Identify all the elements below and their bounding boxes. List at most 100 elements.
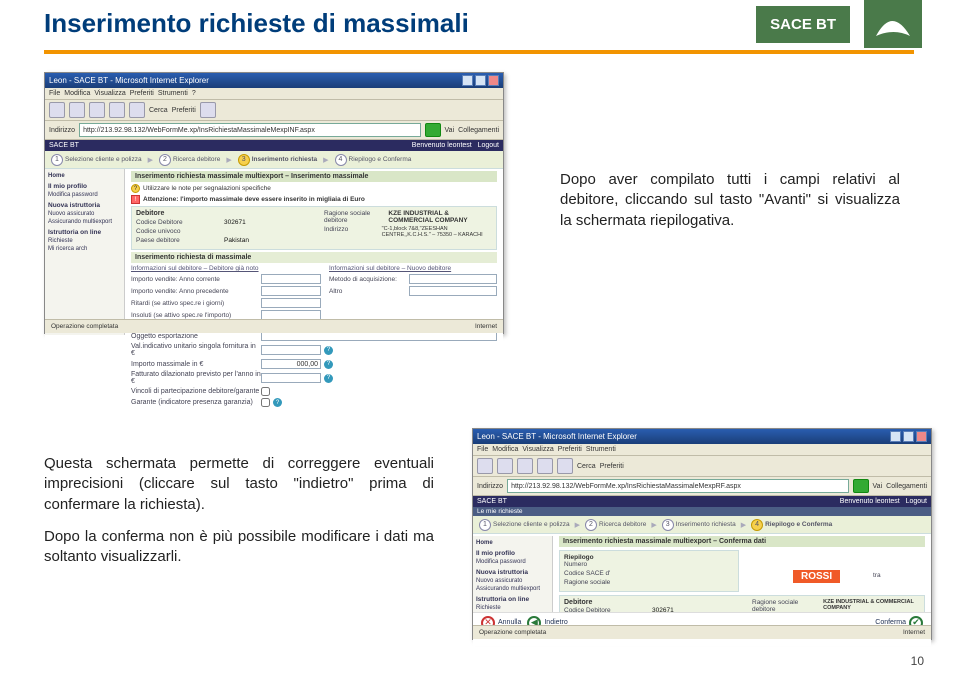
menu2-file[interactable]: File bbox=[477, 446, 488, 453]
menu2-fav[interactable]: Preferiti bbox=[558, 446, 582, 453]
back-button[interactable] bbox=[49, 102, 65, 118]
status-net-2: Internet bbox=[903, 629, 925, 636]
indir-v: "C-1,block 7&8,"ZEESHAN CENTRE,,K.C.H.S.… bbox=[382, 226, 492, 238]
close-button-2[interactable] bbox=[916, 431, 927, 442]
side2-new-h: Nuova istruttoria bbox=[476, 569, 549, 576]
c2-1-input[interactable] bbox=[409, 274, 497, 284]
stop-button[interactable] bbox=[89, 102, 105, 118]
ragsoc-v: KZE INDUSTRIAL & COMMERCIAL COMPANY bbox=[388, 210, 492, 224]
back-button-2[interactable] bbox=[477, 458, 493, 474]
max-button-2[interactable] bbox=[903, 431, 914, 442]
home-button-2[interactable] bbox=[557, 458, 573, 474]
riep-h: Riepilogo bbox=[564, 554, 734, 561]
step-3: Inserimento richiesta bbox=[252, 156, 317, 163]
side2-profile-h: Il mio profilo bbox=[476, 550, 549, 557]
side-line-1[interactable]: Richieste bbox=[48, 238, 121, 244]
menu-tools[interactable]: Strumenti bbox=[158, 90, 188, 97]
side2-line-1[interactable]: Richieste bbox=[476, 605, 549, 611]
links-label[interactable]: Collegamenti bbox=[458, 127, 499, 134]
d2-input[interactable] bbox=[261, 345, 321, 355]
riep-num: Numero bbox=[564, 561, 636, 568]
brand-badge: SACE BT bbox=[756, 6, 850, 43]
side-new-1[interactable]: Nuovo assicurato bbox=[48, 211, 121, 217]
c1-1-input[interactable] bbox=[261, 274, 321, 284]
logout-link[interactable]: Logout bbox=[478, 142, 499, 149]
info-icon: ? bbox=[131, 184, 140, 193]
side-home[interactable]: Home bbox=[48, 173, 121, 179]
side-profile-pwd[interactable]: Modifica password bbox=[48, 192, 121, 198]
explanation-text-2: Questa schermata permette di correggere … bbox=[44, 454, 434, 579]
max-button[interactable] bbox=[475, 75, 486, 86]
side2-profile-pwd[interactable]: Modifica password bbox=[476, 559, 549, 565]
c2-2-input[interactable] bbox=[409, 286, 497, 296]
side2-home[interactable]: Home bbox=[476, 540, 549, 546]
fwd-button-2[interactable] bbox=[497, 458, 513, 474]
min-button[interactable] bbox=[462, 75, 473, 86]
indir-l: Indirizzo bbox=[324, 226, 382, 238]
home-button[interactable] bbox=[129, 102, 145, 118]
addr-label: Indirizzo bbox=[49, 127, 75, 134]
c1-3-input[interactable] bbox=[261, 298, 321, 308]
step-1: Selezione cliente e polizza bbox=[65, 156, 142, 163]
media-button[interactable] bbox=[200, 102, 216, 118]
logout-2[interactable]: Logout bbox=[906, 498, 927, 505]
side2-new-1[interactable]: Nuovo assicurato bbox=[476, 578, 549, 584]
min-button-2[interactable] bbox=[890, 431, 901, 442]
fav-label-2[interactable]: Preferiti bbox=[600, 463, 624, 470]
hint-icon-2[interactable]: ? bbox=[324, 360, 333, 369]
address-input[interactable]: http://213.92.98.132/WebFormMe.xp/InsRic… bbox=[79, 123, 420, 137]
d3-val: 000,00 bbox=[297, 361, 318, 368]
side-new-h: Nuova istruttoria bbox=[48, 202, 121, 209]
side2-new-2[interactable]: Assicurando multiexport bbox=[476, 586, 549, 592]
menu2-view[interactable]: Visualizza bbox=[522, 446, 553, 453]
warn-icon: ! bbox=[131, 195, 140, 204]
d5-check[interactable] bbox=[261, 387, 270, 396]
d4-input[interactable] bbox=[261, 373, 321, 383]
side-new-2[interactable]: Assicurando multiexport bbox=[48, 219, 121, 225]
hint-icon-3[interactable]: ? bbox=[324, 374, 333, 383]
section-title: Inserimento richiesta massimale multiexp… bbox=[131, 171, 497, 182]
side-profile-h: Il mio profilo bbox=[48, 183, 121, 190]
screenshot-insert: Leon - SACE BT - Microsoft Internet Expl… bbox=[44, 72, 504, 334]
step-4: Riepilogo e Conferma bbox=[349, 156, 412, 163]
refresh-button-2[interactable] bbox=[537, 458, 553, 474]
menu-fav[interactable]: Preferiti bbox=[130, 90, 154, 97]
search-label-2[interactable]: Cerca bbox=[577, 463, 596, 470]
address-bar: Indirizzo http://213.92.98.132/WebFormMe… bbox=[45, 121, 503, 140]
welcome-2: Benvenuto leontest bbox=[840, 498, 900, 505]
menu-file[interactable]: File bbox=[49, 90, 60, 97]
go-label: Vai bbox=[445, 127, 455, 134]
c2-1: Metodo di acquisizione: bbox=[329, 276, 409, 283]
menu-edit[interactable]: Modifica bbox=[64, 90, 90, 97]
fav-label[interactable]: Preferiti bbox=[172, 107, 196, 114]
search-label[interactable]: Cerca bbox=[149, 107, 168, 114]
hint-icon-4[interactable]: ? bbox=[273, 398, 282, 407]
stop-button-2[interactable] bbox=[517, 458, 533, 474]
side-line-2[interactable]: Mi ricerca arch bbox=[48, 246, 121, 252]
window-titlebar-2: Leon - SACE BT - Microsoft Internet Expl… bbox=[473, 429, 931, 444]
window-title: Leon - SACE BT - Microsoft Internet Expl… bbox=[49, 76, 209, 85]
menu2-tools[interactable]: Strumenti bbox=[586, 446, 616, 453]
hint-icon[interactable]: ? bbox=[324, 346, 333, 355]
fwd-button[interactable] bbox=[69, 102, 85, 118]
menu-help[interactable]: ? bbox=[192, 90, 196, 97]
menu2-edit[interactable]: Modifica bbox=[492, 446, 518, 453]
nav-breadcrumb: Le mie richieste bbox=[473, 507, 931, 516]
app-header-2: SACE BT Benvenuto leontest Logout bbox=[473, 496, 931, 507]
links-label-2[interactable]: Collegamenti bbox=[886, 483, 927, 490]
c1-2-input[interactable] bbox=[261, 286, 321, 296]
close-button[interactable] bbox=[488, 75, 499, 86]
d5: Vincoli di partecipazione debitore/garan… bbox=[131, 388, 261, 395]
d1: Oggetto esportazione bbox=[131, 333, 261, 340]
addr-label-2: Indirizzo bbox=[477, 483, 503, 490]
d6-check[interactable] bbox=[261, 398, 270, 407]
welcome-text: Benvenuto leontest bbox=[412, 142, 472, 149]
refresh-button[interactable] bbox=[109, 102, 125, 118]
address-input-2[interactable]: http://213.92.98.132/WebFormMe.xp/InsRic… bbox=[507, 479, 848, 493]
go-button-2[interactable] bbox=[853, 479, 869, 493]
d3-input[interactable]: 000,00 bbox=[261, 359, 321, 369]
step2-1: Selezione cliente e polizza bbox=[493, 521, 570, 528]
menu-view[interactable]: Visualizza bbox=[94, 90, 125, 97]
menu-bar: File Modifica Visualizza Preferiti Strum… bbox=[45, 88, 503, 100]
go-button[interactable] bbox=[425, 123, 441, 137]
